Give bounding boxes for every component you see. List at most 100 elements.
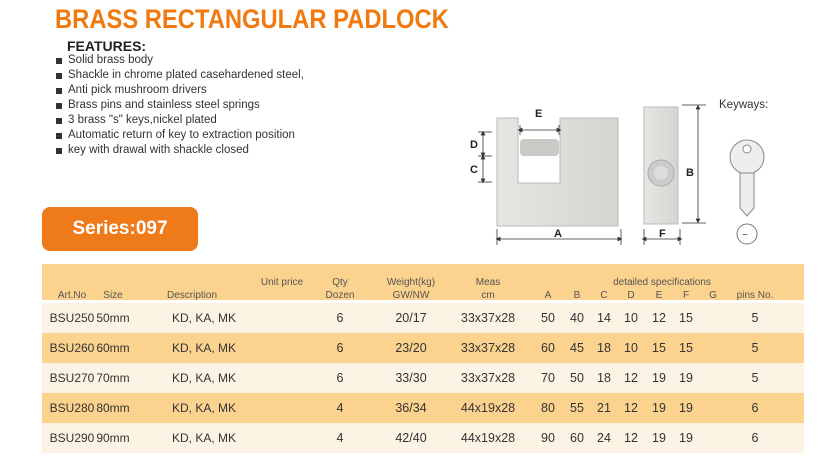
cell-description: KD, KA, MK [171, 341, 237, 355]
padlock-front-view [496, 117, 619, 227]
col-specifications: detailed specifications [613, 277, 711, 288]
feature-text: Anti pick mushroom drivers [68, 84, 207, 96]
cell-qty: 6 [336, 341, 344, 355]
feature-item: Anti pick mushroom drivers [56, 83, 304, 98]
feature-item: 3 brass "s" keys,nickel plated [56, 113, 304, 128]
col-qty: Qty [332, 277, 348, 288]
cell-dim-b: 45 [570, 341, 584, 355]
cell-description: KD, KA, MK [171, 311, 237, 325]
col-e: E [655, 290, 663, 301]
col-art-no: Art.No [57, 290, 87, 301]
page-title: BRASS RECTANGULAR PADLOCK [55, 4, 449, 34]
cell-weight: 33/30 [395, 371, 427, 385]
features-heading: FEATURES: [67, 38, 147, 54]
features-list: Solid brass body Shackle in chrome plated… [56, 53, 304, 158]
cell-size: 60mm [96, 341, 130, 355]
cell-dim-c: 18 [597, 341, 611, 355]
table-row: BSU290 90mm KD, KA, MK 4 42/40 44x19x28 90 60 24… [42, 423, 804, 453]
cell-dim-f: 19 [679, 431, 693, 445]
feature-text: Automatic return of key to extraction po… [68, 129, 295, 141]
col-meas-unit: cm [481, 290, 495, 301]
cell-dim-a: 90 [541, 431, 555, 445]
cell-dim-c: 14 [597, 311, 611, 325]
feature-item: Shackle in chrome plated casehardened st… [56, 68, 304, 83]
bullet-icon [56, 102, 62, 109]
col-weight: Weight(kg) [386, 277, 436, 288]
table-row: BSU270 70mm KD, KA, MK 6 33/30 33x37x28 70 50 18… [42, 363, 804, 393]
keyway-profile-icon [736, 223, 758, 245]
feature-item: Solid brass body [56, 53, 304, 68]
dim-label-e: E [535, 108, 542, 120]
feature-item: key with drawal with shackle closed [56, 143, 304, 158]
col-a: A [544, 290, 552, 301]
feature-item: Brass pins and stainless steel springs [56, 98, 304, 113]
cell-dim-a: 60 [541, 341, 555, 355]
cell-art-no: BSU270 [49, 371, 95, 385]
cell-qty: 4 [336, 431, 344, 445]
col-f: F [682, 290, 690, 301]
feature-text: Shackle in chrome plated casehardened st… [68, 69, 304, 81]
cell-meas: 44x19x28 [460, 431, 516, 445]
cell-dim-a: 70 [541, 371, 555, 385]
cell-size: 70mm [96, 371, 130, 385]
cell-meas: 33x37x28 [460, 341, 516, 355]
col-b: B [573, 290, 581, 301]
cell-dim-d: 12 [624, 371, 638, 385]
table-header: Art.No Size Description Unit price Qty D… [42, 264, 804, 301]
cell-dim-e: 15 [652, 341, 666, 355]
cell-art-no: BSU250 [49, 311, 95, 325]
series-badge: Series:097 [42, 207, 198, 251]
cell-qty: 4 [336, 401, 344, 415]
padlock-dimension-diagram: ~ E D C A F B [470, 104, 765, 245]
cell-description: KD, KA, MK [171, 401, 237, 415]
cell-dim-d: 10 [624, 341, 638, 355]
svg-text:~: ~ [742, 230, 748, 241]
dim-label-d: D [470, 139, 478, 151]
cell-dim-a: 80 [541, 401, 555, 415]
cell-dim-e: 19 [652, 401, 666, 415]
feature-text: Brass pins and stainless steel springs [68, 99, 260, 111]
cell-weight: 23/20 [395, 341, 427, 355]
cell-dim-f: 19 [679, 401, 693, 415]
cell-art-no: BSU290 [49, 431, 95, 445]
cell-weight: 20/17 [395, 311, 427, 325]
cell-size: 50mm [96, 311, 130, 325]
key-icon [729, 139, 765, 217]
padlock-side-view [643, 106, 679, 225]
col-size: Size [103, 290, 123, 301]
col-weight-unit: GW/NW [392, 290, 430, 301]
col-g: G [709, 290, 717, 301]
cell-qty: 6 [336, 311, 344, 325]
cell-weight: 42/40 [395, 431, 427, 445]
feature-item: Automatic return of key to extraction po… [56, 128, 304, 143]
cell-dim-d: 10 [624, 311, 638, 325]
cell-dim-f: 19 [679, 371, 693, 385]
cell-description: KD, KA, MK [171, 371, 237, 385]
cell-art-no: BSU260 [49, 341, 95, 355]
table-row: BSU280 80mm KD, KA, MK 4 36/34 44x19x28 80 55 21… [42, 393, 804, 423]
dim-label-a: A [554, 228, 562, 240]
cell-dim-b: 55 [570, 401, 584, 415]
dim-label-f: F [659, 228, 666, 240]
cell-dim-a: 50 [541, 311, 555, 325]
cell-dim-f: 15 [679, 311, 693, 325]
cell-meas: 33x37x28 [460, 311, 516, 325]
col-qty-unit: Dozen [325, 290, 355, 301]
cell-dim-b: 40 [570, 311, 584, 325]
keyways-label: Keyways: [719, 99, 769, 111]
cell-size: 80mm [96, 401, 130, 415]
col-d: D [627, 290, 635, 301]
bullet-icon [56, 132, 62, 139]
bullet-icon [56, 87, 62, 94]
col-unit-price: Unit price [260, 277, 304, 288]
dim-label-b: B [686, 167, 694, 179]
table-row: BSU260 60mm KD, KA, MK 6 23/20 33x37x28 60 45 18… [42, 333, 804, 363]
cell-dim-e: 19 [652, 431, 666, 445]
cell-dim-e: 19 [652, 371, 666, 385]
cell-qty: 6 [336, 371, 344, 385]
cell-meas: 33x37x28 [460, 371, 516, 385]
spec-table: Art.No Size Description Unit price Qty D… [42, 264, 804, 454]
feature-text: Solid brass body [68, 54, 154, 66]
table-row: BSU250 50mm KD, KA, MK 6 20/17 33x37x28 50 40 14… [42, 303, 804, 333]
col-meas: Meas [475, 277, 501, 288]
